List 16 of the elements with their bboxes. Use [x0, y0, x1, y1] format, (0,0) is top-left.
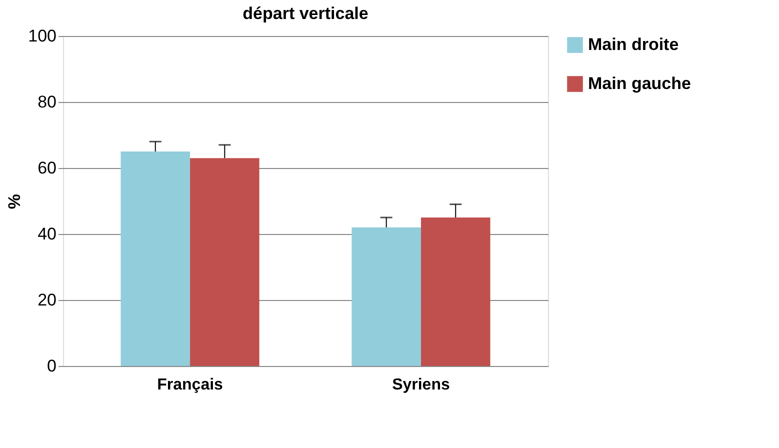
x-tick-label: Français: [157, 376, 224, 394]
chart-title: départ verticale: [242, 4, 368, 23]
bar: [420, 218, 490, 366]
y-tick-label: 80: [38, 92, 56, 112]
y-tick-label: 100: [28, 26, 56, 46]
bar: [120, 152, 190, 366]
y-tick-label: 60: [38, 158, 56, 178]
y-tick-label: 0: [47, 356, 56, 376]
bar: [352, 227, 421, 366]
legend-label: Main droite: [588, 35, 679, 54]
y-tick-label: 40: [38, 224, 56, 244]
x-tick-label: Syriens: [392, 376, 450, 394]
y-tick-label: 20: [38, 290, 56, 310]
y-axis-title: %: [5, 194, 24, 210]
bar: [190, 158, 260, 366]
legend-label: Main gauche: [588, 74, 691, 93]
